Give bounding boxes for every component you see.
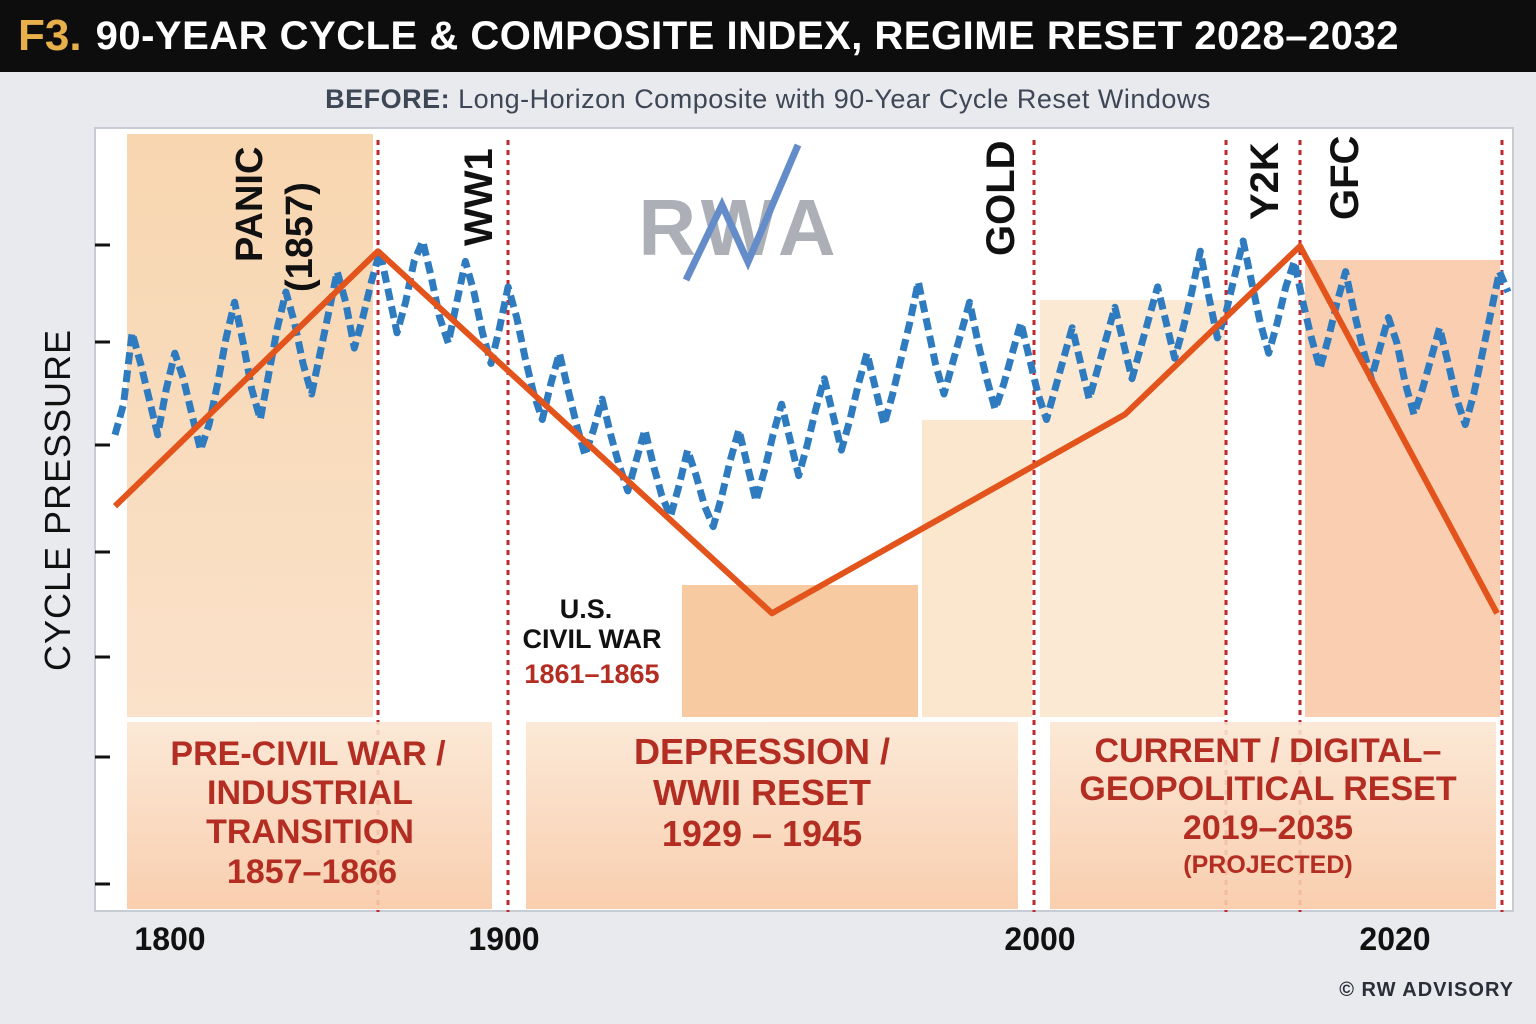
region3-line3: 2019–2035: [1183, 809, 1353, 847]
annotation-line3: 1861–1865: [524, 659, 659, 689]
region-boxes: [127, 722, 1496, 909]
band-recovery: [922, 420, 1032, 717]
x-tick-label: 2000: [1004, 921, 1075, 957]
x-tick-label: 1800: [134, 921, 205, 957]
watermark-text: RWA: [638, 183, 841, 272]
subtitle-prefix: BEFORE:: [325, 84, 451, 114]
region1-line1: PRE-CIVIL WAR /: [170, 735, 446, 773]
subtitle-text: Long-Horizon Composite with 90-Year Cycl…: [458, 84, 1211, 114]
annotation-line2: CIVIL WAR: [522, 624, 661, 654]
y-ticks: [95, 243, 110, 886]
annotation-line1: U.S.: [560, 594, 613, 624]
region-box-pre-civil-war: [127, 722, 492, 909]
chart-subtitle: BEFORE: Long-Horizon Composite with 90-Y…: [0, 84, 1536, 115]
watermark-zigzag-icon: [682, 143, 802, 282]
band-panic: [127, 134, 373, 717]
event-label-panic-year: (1857): [279, 182, 321, 292]
x-tick-label: 2020: [1359, 921, 1430, 957]
band-current: [1040, 300, 1225, 717]
region-labels: PRE-CIVIL WAR / INDUSTRIAL TRANSITION 18…: [170, 731, 1456, 891]
region3-line4: (PROJECTED): [1183, 851, 1352, 879]
region3-line1: CURRENT / DIGITAL–: [1095, 732, 1442, 770]
x-tick-labels: 1800 1900 2000 2020: [134, 921, 1430, 957]
event-label-gfc: GFC: [1323, 136, 1367, 220]
watermark: RWA: [638, 143, 841, 282]
title-bar: F3. 90-YEAR CYCLE & COMPOSITE INDEX, REG…: [0, 0, 1536, 72]
band-projection: [1305, 260, 1500, 717]
region-box-current: [1050, 722, 1496, 909]
region1-line4: 1857–1866: [227, 853, 397, 891]
event-label-gold: GOLD: [979, 140, 1023, 256]
x-tick-label: 1900: [468, 921, 539, 957]
trend-line: [112, 243, 1500, 617]
region1-line3: TRANSITION: [206, 813, 414, 851]
trend-polyline: [112, 243, 1500, 617]
event-label-ww1: WW1: [457, 148, 501, 246]
event-label-panic: PANIC: [229, 147, 271, 262]
copyright-notice: © RW ADVISORY: [1339, 979, 1514, 1001]
band-depression-trough: [682, 585, 918, 717]
region2-line1: DEPRESSION /: [634, 731, 890, 772]
figure-id: F3.: [18, 11, 82, 60]
region1-line2: INDUSTRIAL: [207, 774, 413, 812]
event-label-y2k: Y2K: [1243, 142, 1287, 220]
region3-line2: GEOPOLITICAL RESET: [1079, 770, 1456, 808]
y-axis-label: CYCLE PRESSURE: [37, 329, 78, 671]
event-labels: PANIC (1857) WW1 GOLD Y2K GFC: [229, 136, 1367, 292]
shaded-bands: [127, 134, 1500, 717]
region2-line3: 1929 – 1945: [662, 813, 862, 854]
composite-series: [111, 237, 1512, 531]
series-line: [111, 237, 1512, 531]
region2-line2: WWII RESET: [653, 772, 871, 813]
region-box-depression: [526, 722, 1018, 909]
chart-title: 90-YEAR CYCLE & COMPOSITE INDEX, REGIME …: [95, 13, 1400, 58]
civil-war-annotation: U.S. CIVIL WAR 1861–1865: [522, 594, 661, 689]
